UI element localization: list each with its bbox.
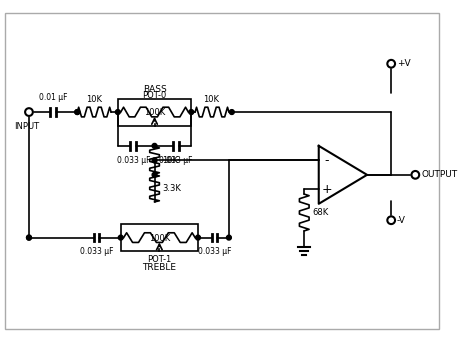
Circle shape xyxy=(152,143,157,148)
Text: 100K: 100K xyxy=(144,108,165,117)
Circle shape xyxy=(226,235,231,240)
Text: 10K: 10K xyxy=(86,95,102,104)
Text: OUTPUT: OUTPUT xyxy=(421,170,457,179)
Circle shape xyxy=(118,235,123,240)
Circle shape xyxy=(412,171,419,179)
Text: +V: +V xyxy=(397,59,411,68)
Text: 0.033 μF: 0.033 μF xyxy=(80,247,113,256)
Text: 10K: 10K xyxy=(162,156,178,165)
Text: 0.033 μF: 0.033 μF xyxy=(198,247,231,256)
Text: BASS: BASS xyxy=(142,85,166,94)
Circle shape xyxy=(27,235,31,240)
Text: POT-1: POT-1 xyxy=(147,255,171,264)
Text: 3.3K: 3.3K xyxy=(162,184,181,193)
FancyBboxPatch shape xyxy=(121,224,198,251)
Circle shape xyxy=(115,109,120,115)
Circle shape xyxy=(152,158,157,163)
Text: TREBLE: TREBLE xyxy=(142,263,177,272)
Text: 100K: 100K xyxy=(149,234,170,243)
FancyBboxPatch shape xyxy=(5,13,439,329)
Circle shape xyxy=(230,109,234,115)
Circle shape xyxy=(387,60,395,68)
Text: 68K: 68K xyxy=(312,208,328,217)
Text: 0.01 μF: 0.01 μF xyxy=(39,94,67,102)
Circle shape xyxy=(387,216,395,224)
Circle shape xyxy=(152,172,157,177)
Circle shape xyxy=(27,235,31,240)
Circle shape xyxy=(75,109,80,115)
Circle shape xyxy=(25,108,33,116)
FancyBboxPatch shape xyxy=(118,99,191,125)
Circle shape xyxy=(189,109,194,115)
Text: INPUT: INPUT xyxy=(14,122,40,131)
Text: -: - xyxy=(324,154,329,167)
Text: 0.033 μF: 0.033 μF xyxy=(159,155,193,165)
Text: 0.033 μF: 0.033 μF xyxy=(117,155,150,165)
Text: 10K: 10K xyxy=(203,95,219,104)
Text: POT-0: POT-0 xyxy=(142,91,167,100)
Text: -V: -V xyxy=(397,216,406,225)
Circle shape xyxy=(195,235,201,240)
Text: +: + xyxy=(321,183,332,196)
Circle shape xyxy=(75,109,80,115)
